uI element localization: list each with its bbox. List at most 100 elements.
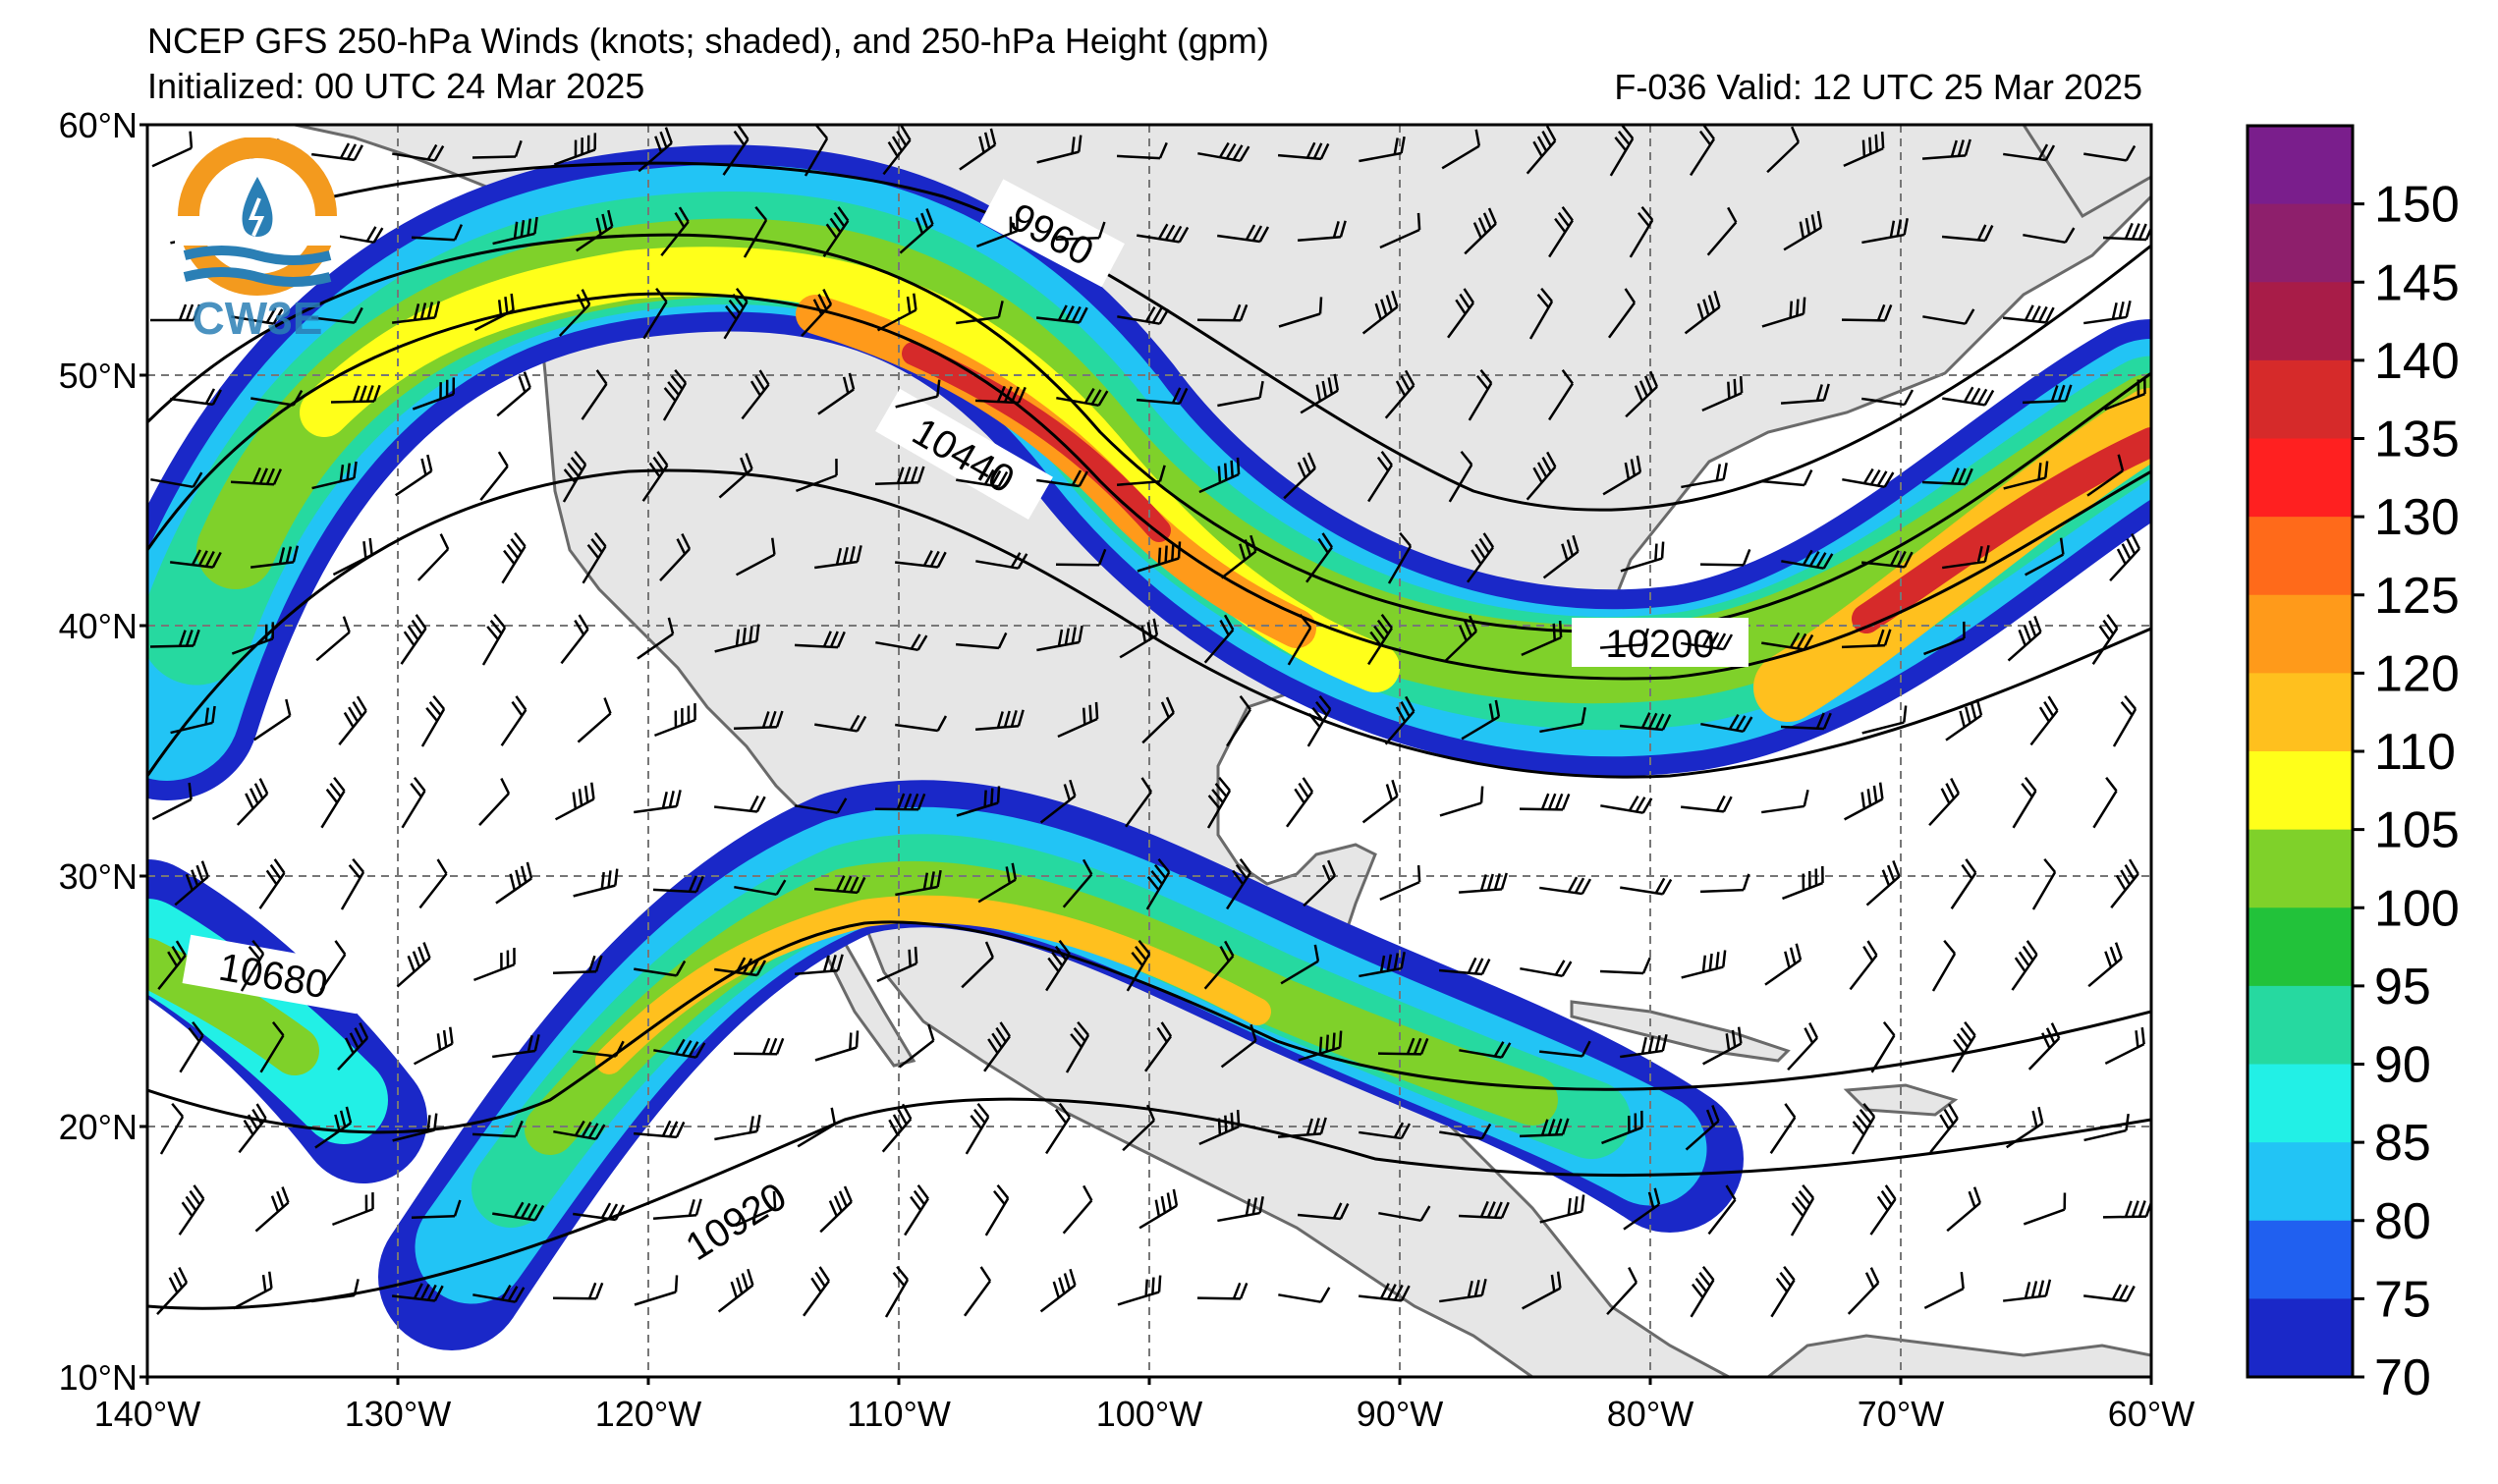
wind-barb bbox=[338, 695, 367, 745]
wind-barb bbox=[320, 777, 346, 829]
wind-barb bbox=[392, 301, 441, 324]
wind-barb bbox=[1599, 628, 1649, 649]
wind-barb bbox=[634, 1275, 679, 1306]
wind-barb bbox=[1277, 141, 1330, 161]
wind-barb bbox=[1458, 1200, 1510, 1220]
wind-barb bbox=[1464, 207, 1497, 255]
wind-barb bbox=[1685, 1105, 1720, 1151]
wind-barb bbox=[1951, 1021, 1976, 1073]
wind-barb bbox=[1444, 615, 1478, 663]
wind-barb bbox=[733, 1037, 785, 1056]
wind-barb bbox=[1359, 136, 1406, 163]
wind-barb bbox=[337, 1022, 369, 1071]
wind-barb bbox=[1448, 450, 1473, 503]
wind-barb bbox=[1297, 1202, 1350, 1221]
lat-label: 40°N bbox=[59, 606, 138, 646]
wind-barb bbox=[231, 622, 275, 655]
wind-barb bbox=[1379, 864, 1421, 902]
colorbar-tick-label: 80 bbox=[2374, 1193, 2431, 1250]
wind-barb bbox=[974, 709, 1025, 731]
wind-barb bbox=[1117, 1275, 1162, 1306]
wind-barb bbox=[2023, 1192, 2067, 1226]
wind-barb bbox=[1861, 389, 1915, 407]
wind-barb bbox=[1780, 383, 1830, 405]
wind-barb bbox=[1361, 779, 1399, 824]
colorbar-swatch bbox=[2248, 517, 2353, 596]
wind-barb bbox=[553, 1120, 606, 1141]
canada-east bbox=[2022, 125, 2151, 219]
wind-barb bbox=[2003, 1279, 2052, 1302]
wind-barb bbox=[1861, 218, 1909, 245]
wind-barb bbox=[1519, 793, 1571, 811]
wind-barb bbox=[412, 377, 456, 411]
wind-barb bbox=[984, 1183, 1010, 1237]
wind-barb bbox=[1847, 1267, 1880, 1315]
wind-barb bbox=[895, 715, 948, 733]
longitude-labels: 140°W 130°W 120°W 110°W 100°W 90°W 80°W … bbox=[94, 1394, 2194, 1434]
wind-barb bbox=[1860, 550, 1914, 569]
wind-barb bbox=[2083, 300, 2132, 325]
wind-barb bbox=[2087, 942, 2123, 988]
wind-barb bbox=[1620, 877, 1673, 896]
wind-barb bbox=[1045, 940, 1071, 992]
wind-barb bbox=[733, 710, 784, 731]
wind-barb bbox=[401, 776, 426, 829]
map-title: NCEP GFS 250-hPa Winds (knots; shaded), … bbox=[147, 21, 1269, 61]
wind-barb bbox=[1036, 135, 1082, 164]
wind-barb bbox=[1297, 220, 1347, 242]
wind-barb bbox=[492, 216, 538, 246]
lat-label: 50°N bbox=[59, 356, 138, 396]
colorbar-swatch bbox=[2248, 1064, 2353, 1143]
logo-text: CW3E bbox=[193, 293, 323, 344]
wind-barb bbox=[1384, 695, 1416, 745]
wind-barb bbox=[1217, 1196, 1264, 1223]
wind-barb bbox=[500, 695, 527, 746]
wind-barb bbox=[2002, 304, 2055, 324]
lon-label: 70°W bbox=[1858, 1394, 1944, 1434]
wind-barb bbox=[1359, 1122, 1412, 1140]
wind-barb bbox=[1277, 1117, 1327, 1138]
wind-barb bbox=[1198, 457, 1241, 494]
wind-barb bbox=[813, 875, 866, 895]
lon-label: 90°W bbox=[1357, 1394, 1443, 1434]
wind-barb bbox=[1865, 860, 1901, 907]
wind-barb bbox=[961, 941, 994, 989]
wind-barb bbox=[717, 1268, 754, 1313]
colorbar-swatch bbox=[2248, 438, 2353, 518]
wind-barb bbox=[1843, 131, 1885, 168]
wind-barb bbox=[714, 1114, 761, 1141]
wind-barb bbox=[2109, 533, 2141, 582]
wind-barb bbox=[170, 549, 222, 569]
height-contour bbox=[147, 920, 2151, 1134]
wind-barb bbox=[1116, 465, 1166, 486]
wind-barb bbox=[416, 533, 450, 581]
wind-barb bbox=[1283, 452, 1316, 500]
wind-barb bbox=[2003, 461, 2049, 490]
wind-barbs bbox=[149, 125, 2151, 1318]
wind-barb bbox=[817, 372, 856, 415]
wind-barb bbox=[956, 301, 1004, 325]
wind-barb bbox=[1439, 786, 1484, 817]
wind-barb bbox=[1458, 872, 1508, 894]
wind-barb bbox=[413, 1026, 454, 1066]
wind-barb bbox=[2110, 858, 2139, 908]
wind-barb bbox=[1377, 1037, 1429, 1056]
wind-barb bbox=[1600, 795, 1653, 814]
colorbar-tick-label: 145 bbox=[2374, 254, 2460, 311]
wind-barb bbox=[1761, 297, 1806, 328]
colorbar-swatch bbox=[2248, 203, 2353, 283]
wind-barb bbox=[718, 453, 753, 499]
wind-barb bbox=[2104, 376, 2146, 412]
wind-barb bbox=[315, 616, 351, 662]
wind-barb bbox=[400, 614, 427, 665]
wind-barb bbox=[311, 142, 363, 162]
height-contour bbox=[333, 161, 2151, 512]
wind-barb bbox=[1036, 625, 1083, 652]
wind-barb bbox=[1226, 858, 1251, 910]
lon-label: 120°W bbox=[595, 1394, 701, 1434]
wind-barb bbox=[1116, 141, 1168, 160]
colorbar-swatch bbox=[2248, 1298, 2353, 1378]
wind-barb bbox=[1217, 380, 1264, 408]
wind-barb bbox=[895, 869, 942, 897]
wind-barb bbox=[976, 214, 1019, 248]
